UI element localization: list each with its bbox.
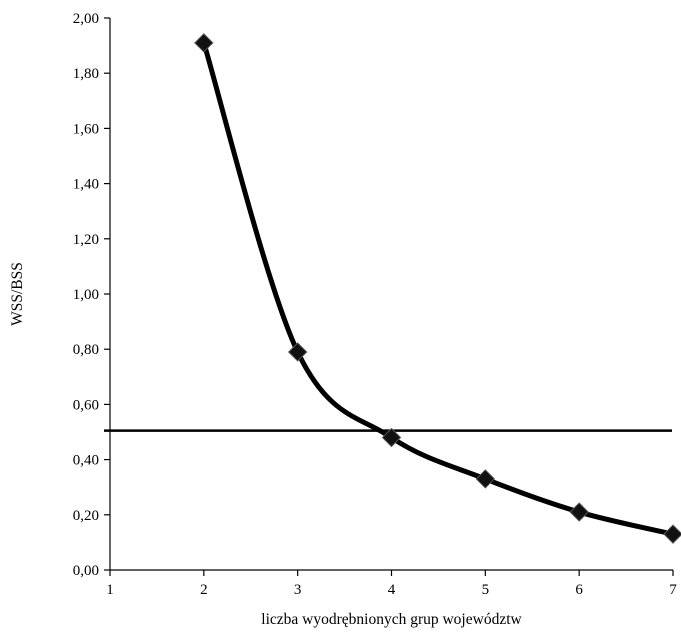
x-tick-label: 2 xyxy=(200,582,208,598)
x-tick-label: 6 xyxy=(575,582,583,598)
data-point xyxy=(475,469,496,489)
y-tick-label: 0,60 xyxy=(73,397,99,413)
data-point xyxy=(194,33,214,53)
data-point xyxy=(569,502,589,522)
y-tick-label: 0,20 xyxy=(73,508,99,524)
y-tick-label: 1,20 xyxy=(73,232,99,248)
y-axis-title: WSS/BSS xyxy=(9,262,26,326)
y-tick-label: 1,40 xyxy=(73,177,99,193)
x-tick-label: 1 xyxy=(106,582,114,598)
y-tick-label: 0,80 xyxy=(73,342,99,358)
y-tick-label: 1,00 xyxy=(73,287,99,303)
x-tick-label: 7 xyxy=(669,582,677,598)
series-line xyxy=(201,40,676,537)
y-tick-label: 1,80 xyxy=(73,66,99,82)
y-tick-label: 0,00 xyxy=(73,563,99,579)
y-tick-label: 1,60 xyxy=(73,121,99,137)
y-tick-label: 0,40 xyxy=(73,453,99,469)
y-tick-label: 2,00 xyxy=(73,11,99,27)
x-axis-title: liczba wyodrębnionych grup województw xyxy=(261,611,522,628)
data-point xyxy=(287,342,308,362)
x-tick-label: 5 xyxy=(482,582,490,598)
x-tick-label: 3 xyxy=(294,582,302,598)
x-tick-label: 4 xyxy=(388,582,396,598)
data-point xyxy=(381,427,402,448)
data-point xyxy=(663,524,681,544)
